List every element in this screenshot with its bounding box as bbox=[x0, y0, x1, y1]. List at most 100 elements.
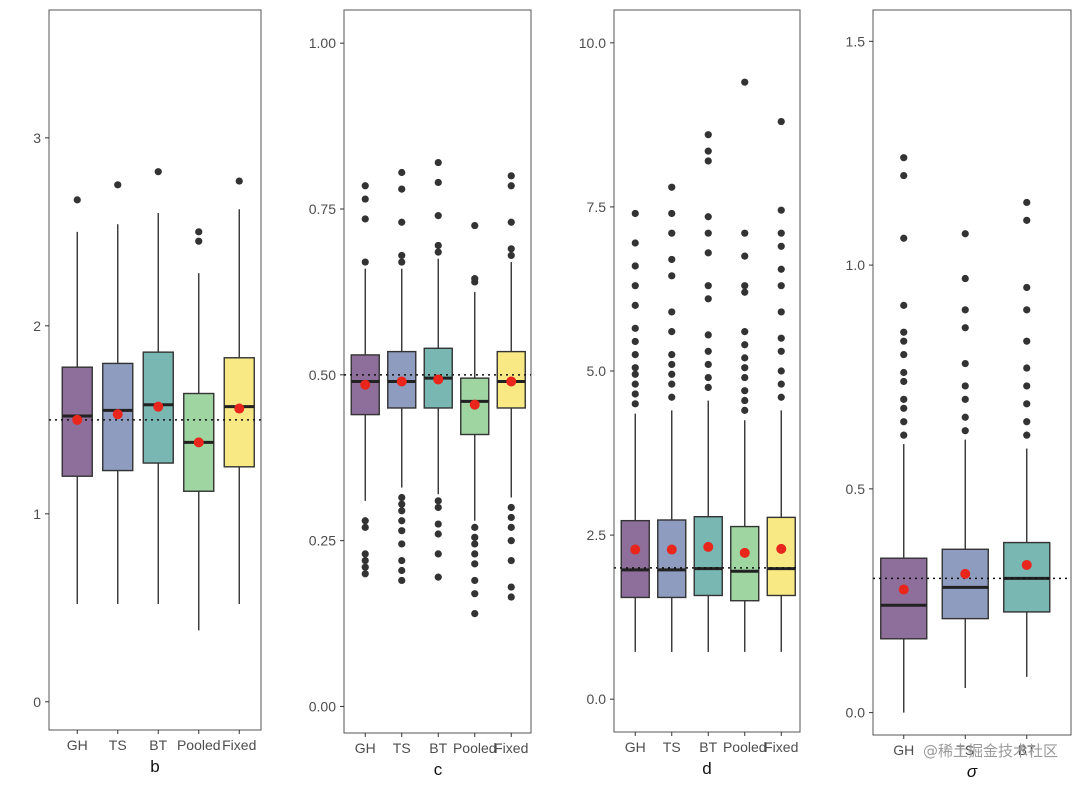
panel-3-outlier-TS bbox=[668, 350, 676, 359]
panel-3-mean-point-BT bbox=[703, 541, 714, 552]
panel-2-outlier-Pooled bbox=[471, 590, 479, 598]
panel-3-mean-point-Pooled bbox=[739, 547, 750, 558]
panel-2-mean-point-Fixed bbox=[506, 376, 517, 387]
panel-3-box-Pooled bbox=[730, 525, 760, 602]
panel-2-outlier-BT bbox=[434, 520, 442, 528]
panel-3-outlier-TS bbox=[668, 328, 676, 336]
panel-2-outlier-TS bbox=[398, 185, 406, 193]
panel-4-outlier-TS bbox=[961, 359, 969, 368]
panel-3-x-tick-label: GH bbox=[625, 739, 646, 755]
panel-2-outlier-BT bbox=[434, 178, 442, 187]
panel-3-outlier-Fixed bbox=[777, 393, 785, 401]
panel-2-outlier-TS bbox=[398, 540, 406, 548]
panel-3-outlier-GH bbox=[631, 380, 639, 388]
panel-1-x-tick-label: Pooled bbox=[177, 737, 221, 753]
panel-4-x-axis-title: σ bbox=[967, 762, 978, 781]
panel-3-x-tick-label: Pooled bbox=[723, 739, 767, 755]
panel-1-outlier-BT bbox=[154, 168, 162, 176]
panel-1-outlier-Pooled bbox=[195, 228, 203, 236]
panel-2-outlier-TS bbox=[398, 556, 406, 565]
panel-2-outlier-Fixed bbox=[507, 583, 515, 591]
panel-2-outlier-GH bbox=[361, 556, 369, 565]
panel-4-outlier-GH bbox=[900, 154, 908, 162]
panel-2-x-tick-label: Fixed bbox=[494, 740, 528, 756]
panel-1-outlier-GH bbox=[73, 196, 81, 204]
panel-2-outlier-BT bbox=[434, 503, 442, 512]
panel-2-outlier-TS bbox=[398, 258, 406, 266]
panel-3-outlier-GH bbox=[631, 337, 639, 346]
panel-2-outlier-BT bbox=[434, 530, 442, 538]
panel-4-outlier-GH bbox=[900, 377, 908, 386]
panel-4-outlier-GH bbox=[900, 368, 908, 377]
panel-4-outlier-GH bbox=[900, 301, 908, 309]
panel-3-outlier-GH bbox=[631, 324, 639, 332]
panel-4-outlier-BT bbox=[1023, 283, 1031, 292]
panel-2-outlier-GH bbox=[361, 570, 369, 578]
panel-3-outlier-Pooled bbox=[741, 364, 749, 372]
panel-2-outlier-BT bbox=[434, 550, 442, 558]
panel-2-outlier-GH bbox=[361, 563, 369, 571]
panel-3-outlier-Fixed bbox=[777, 206, 785, 214]
panel-2-x-tick-label: BT bbox=[429, 740, 447, 756]
panel-3-outlier-BT bbox=[704, 331, 712, 339]
panel-4-outlier-BT bbox=[1023, 198, 1031, 207]
panel-4-outlier-GH bbox=[900, 234, 908, 242]
panel-3-outlier-GH bbox=[631, 364, 639, 372]
panel-1-x-axis-title: b bbox=[150, 757, 159, 776]
panel-2-outlier-BT bbox=[434, 248, 442, 256]
panel-3-outlier-TS bbox=[668, 255, 676, 264]
panel-3-outlier-BT bbox=[704, 295, 712, 303]
panel-4-outlier-TS bbox=[961, 306, 969, 314]
panel-3-y-tick-label: 0.0 bbox=[587, 691, 607, 707]
panel-3-mean-point-TS bbox=[666, 544, 677, 555]
panel-3-outlier-TS bbox=[668, 308, 676, 316]
panel-3-y-tick-label: 10.0 bbox=[579, 35, 606, 51]
panel-3-outlier-BT bbox=[704, 360, 712, 369]
panel-3-outlier-Pooled bbox=[741, 229, 749, 237]
panel-4-outlier-GH bbox=[900, 395, 908, 403]
panel-2-outlier-TS bbox=[398, 507, 406, 515]
panel-4-outlier-TS bbox=[961, 395, 969, 403]
panel-2-y-tick-label: 0.00 bbox=[309, 698, 336, 714]
panel-4-y-tick-label: 1.5 bbox=[846, 33, 866, 49]
panel-2-y-tick-label: 0.25 bbox=[309, 533, 336, 549]
panel-4-outlier-GH bbox=[900, 404, 908, 412]
panel-2-outlier-TS bbox=[398, 566, 406, 575]
panel-4-outlier-BT bbox=[1023, 382, 1031, 390]
panel-4-y-tick-label: 0.0 bbox=[846, 705, 866, 721]
panel-2-outlier-GH bbox=[361, 258, 369, 266]
panel-2-outlier-Pooled bbox=[471, 550, 479, 558]
panel-3-outlier-Pooled bbox=[741, 252, 749, 260]
panel-2-y-tick-label: 0.50 bbox=[309, 367, 336, 383]
panel-2-outlier-BT bbox=[434, 497, 442, 505]
panel-3-outlier-Fixed bbox=[777, 308, 785, 316]
panel-3-outlier-Pooled bbox=[741, 288, 749, 296]
panel-3-x-axis-title: d bbox=[702, 759, 711, 778]
panel-2-outlier-TS bbox=[398, 500, 406, 508]
panel-2-outlier-Fixed bbox=[507, 245, 515, 253]
panel-2-outlier-Pooled bbox=[471, 560, 479, 568]
panel-3-outlier-Fixed bbox=[777, 380, 785, 388]
panel-4-y-tick-label: 0.5 bbox=[846, 481, 866, 497]
panel-2-outlier-Pooled bbox=[471, 523, 479, 531]
panel-3-outlier-BT bbox=[704, 383, 712, 392]
panel-3-outlier-Fixed bbox=[777, 117, 785, 126]
panel-3-mean-point-GH bbox=[630, 544, 641, 555]
panel-3-outlier-GH bbox=[631, 400, 639, 408]
panel-4-outlier-TS bbox=[961, 274, 969, 283]
panel-2-outlier-BT bbox=[434, 158, 442, 167]
panel-2-outlier-BT bbox=[434, 212, 442, 220]
panel-3-outlier-Pooled bbox=[741, 78, 749, 86]
panel-3-outlier-TS bbox=[668, 209, 676, 218]
panel-4-outlier-BT bbox=[1023, 216, 1031, 224]
panel-2-outlier-TS bbox=[398, 251, 406, 260]
panel-3-outlier-BT bbox=[704, 249, 712, 257]
panel-4-outlier-GH bbox=[900, 350, 908, 359]
panel-3-outlier-GH bbox=[631, 209, 639, 218]
panel-3-box-GH bbox=[620, 519, 650, 599]
panel-2-outlier-TS bbox=[398, 576, 406, 585]
panel-4-outlier-TS bbox=[961, 413, 969, 421]
panel-2-outlier-Fixed bbox=[507, 556, 515, 565]
panel-3-outlier-GH bbox=[631, 370, 639, 378]
